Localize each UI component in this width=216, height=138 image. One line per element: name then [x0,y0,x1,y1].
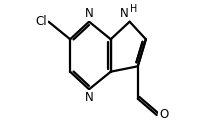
Text: Cl: Cl [35,15,47,28]
Text: H: H [130,4,138,14]
Text: N: N [85,91,94,104]
Text: N: N [85,7,94,20]
Text: O: O [159,108,169,121]
Text: N: N [119,7,128,20]
